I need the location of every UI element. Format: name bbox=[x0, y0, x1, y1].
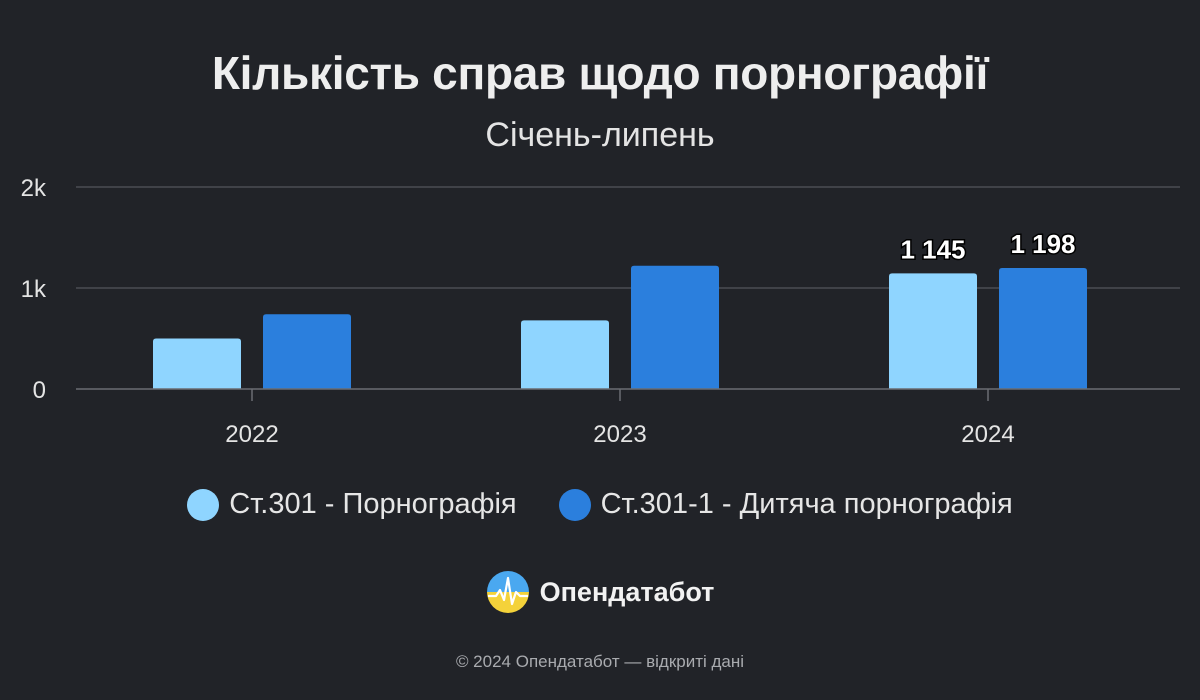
opendatabot-logo-icon bbox=[486, 571, 529, 613]
bar-2023-series-2[interactable] bbox=[631, 265, 719, 389]
chart-title: Кількість справ щодо порнографії bbox=[211, 47, 989, 99]
chart-subtitle: Січень-липень bbox=[485, 116, 715, 154]
data-labels: 1 145 1 198 bbox=[899, 228, 1077, 266]
legend-marker-series-2 bbox=[558, 488, 591, 521]
y-tick-label: 0 bbox=[33, 377, 46, 404]
legend-label-series-1: Ст.301 - Порнографія bbox=[229, 488, 517, 520]
x-tick-label: 2023 bbox=[593, 421, 646, 448]
y-axis-ticks: 0 1k 2k bbox=[21, 175, 47, 404]
x-tick-label: 2024 bbox=[961, 421, 1014, 448]
legend-item-series-2[interactable]: Ст.301-1 - Дитяча порнографія bbox=[558, 488, 1013, 521]
brand-name: Опендатабот bbox=[539, 576, 715, 607]
y-tick-label: 2k bbox=[21, 175, 47, 202]
legend-label-series-2: Ст.301-1 - Дитяча порнографія bbox=[600, 488, 1013, 520]
footer-copyright: © 2024 Опендатабот — відкриті дані bbox=[455, 652, 745, 671]
bar-2024-series-2[interactable] bbox=[999, 268, 1087, 389]
bar-2023-series-1[interactable] bbox=[521, 320, 609, 389]
data-label: 1 198 bbox=[1010, 229, 1075, 259]
grid-lines bbox=[76, 186, 1180, 289]
bar-2022-series-1[interactable] bbox=[153, 338, 241, 390]
bar-2024-series-1[interactable] bbox=[889, 273, 977, 389]
x-tick-label: 2022 bbox=[225, 421, 278, 448]
bar-2022-series-2[interactable] bbox=[263, 314, 351, 389]
bars bbox=[153, 265, 1087, 390]
y-tick-label: 1k bbox=[21, 276, 47, 303]
legend: Ст.301 - Порнографія Ст.301-1 - Дитяча п… bbox=[0, 488, 1200, 521]
x-axis: 2022 2023 2024 bbox=[76, 388, 1180, 448]
legend-item-series-1[interactable]: Ст.301 - Порнографія bbox=[187, 488, 517, 521]
data-label: 1 145 bbox=[900, 234, 965, 264]
brand[interactable]: Опендатабот bbox=[0, 570, 1200, 614]
legend-marker-series-1 bbox=[187, 488, 220, 521]
